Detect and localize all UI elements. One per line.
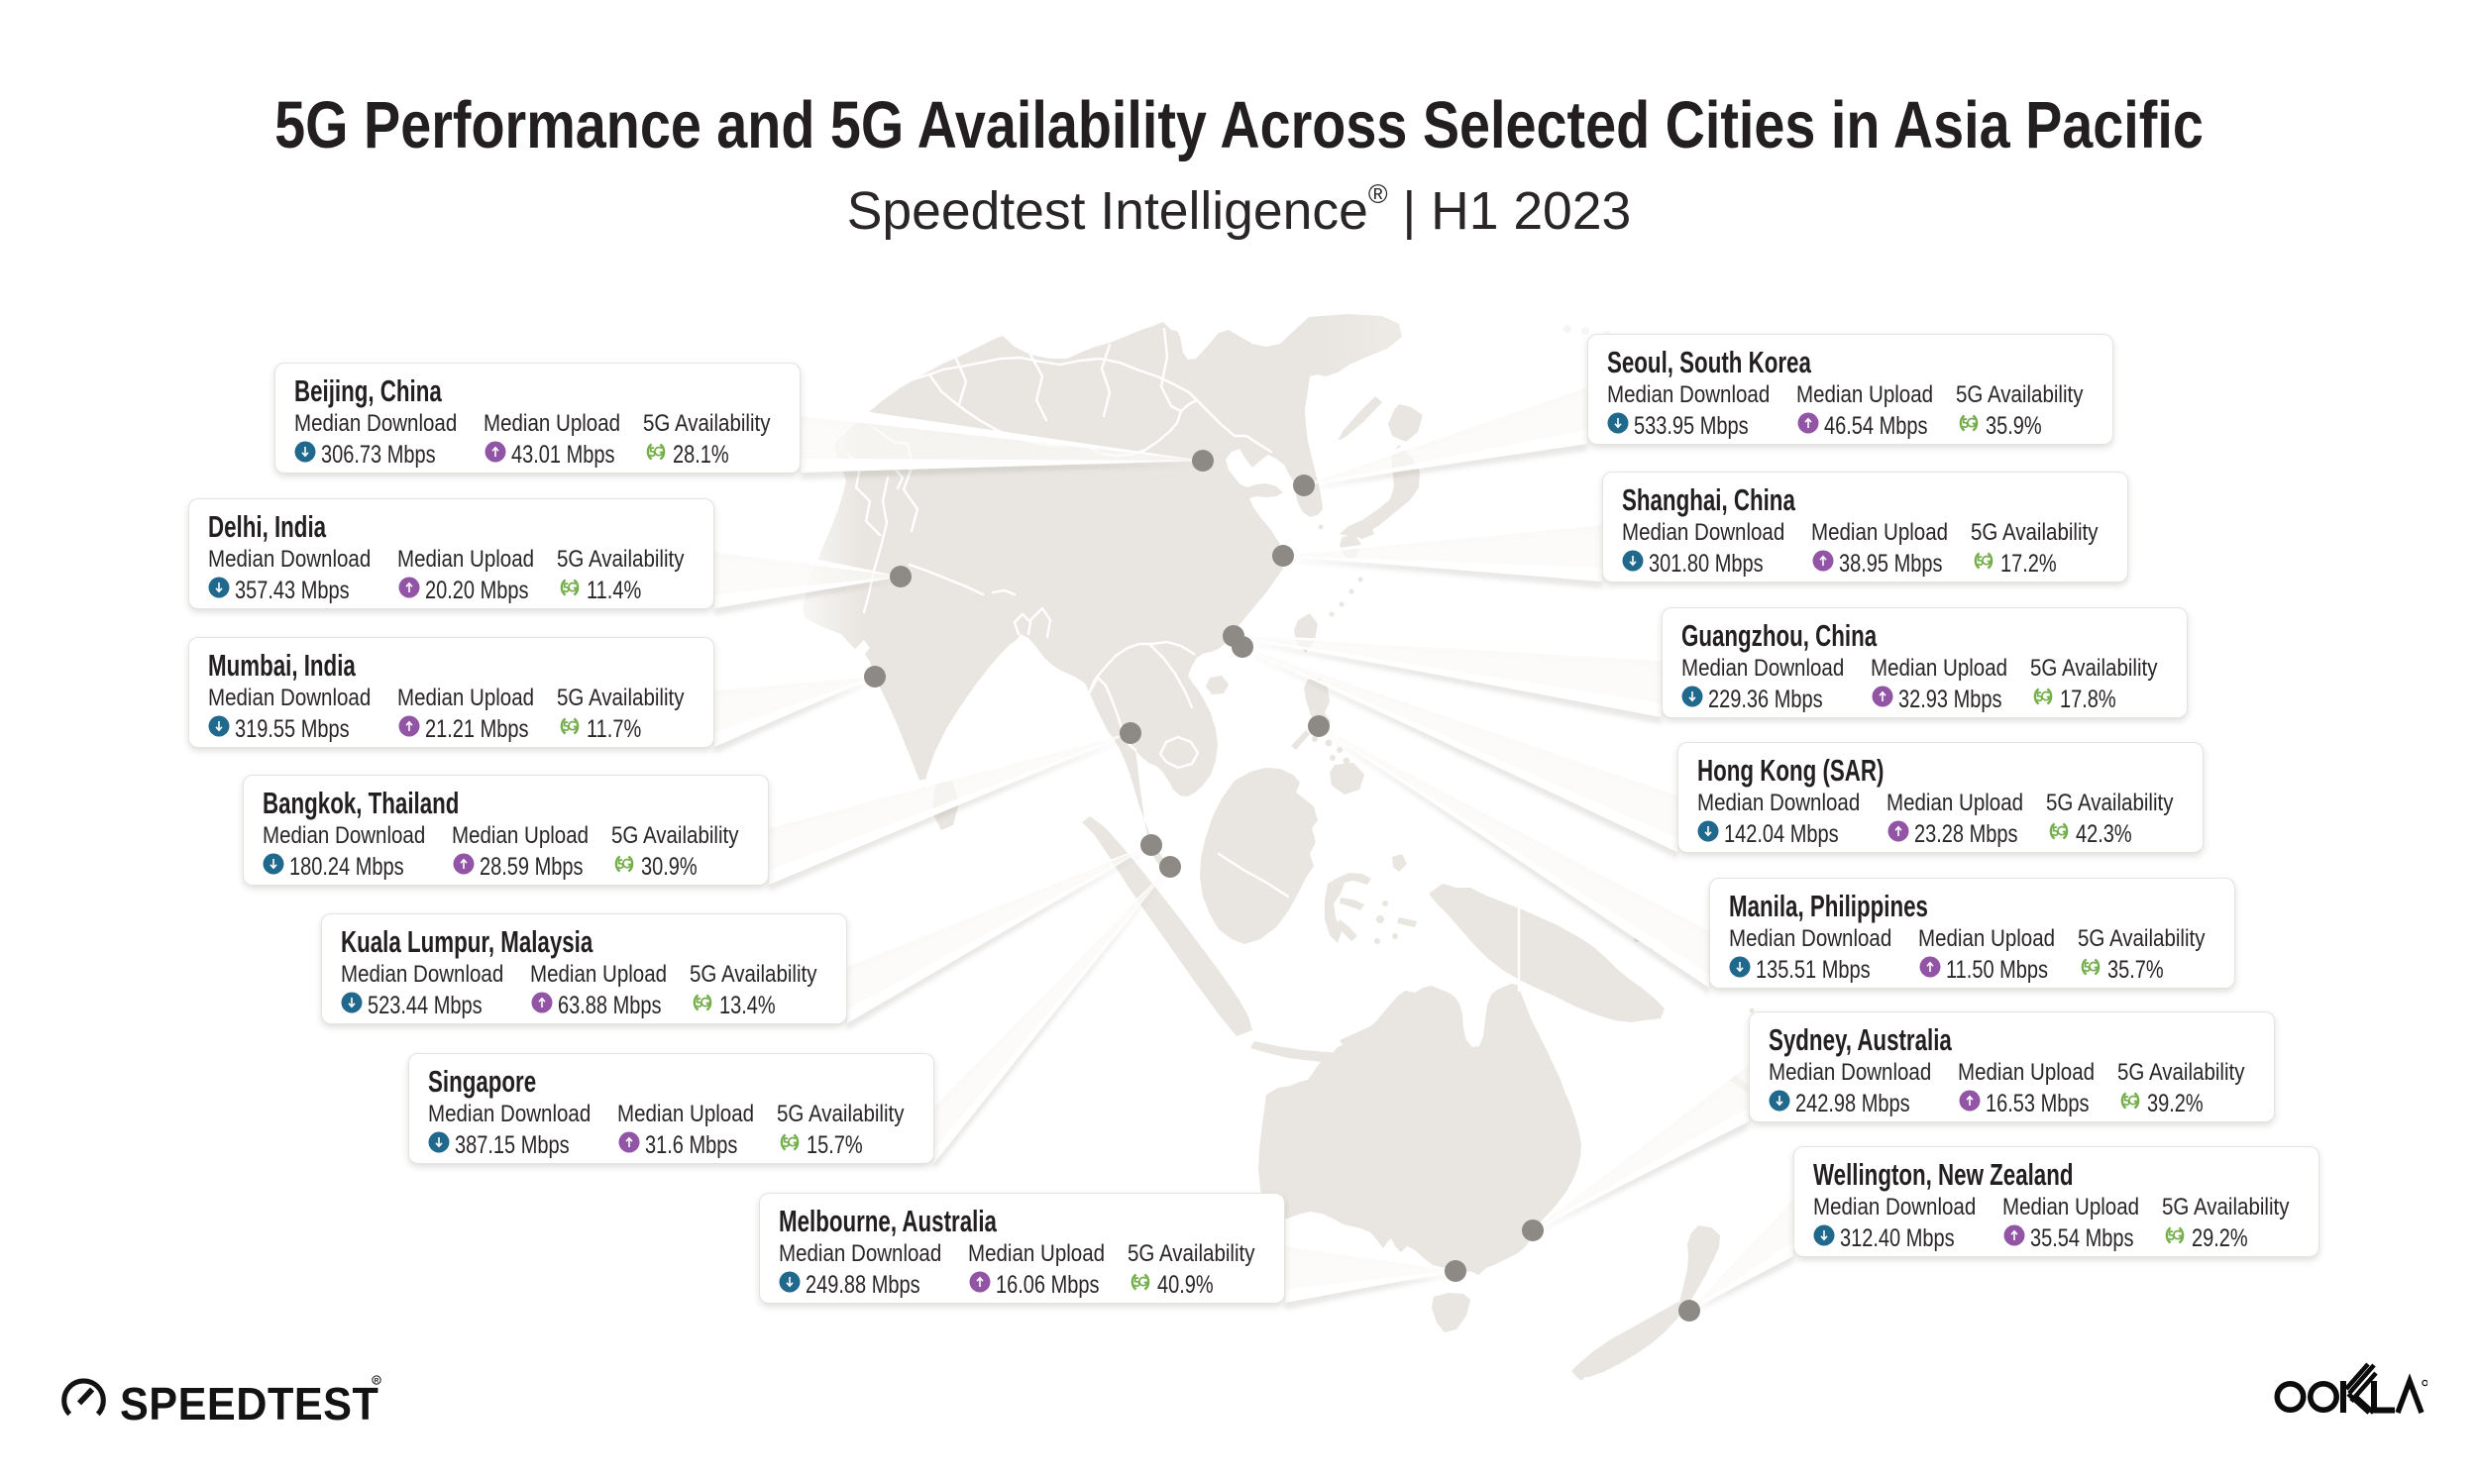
svg-text:R: R [375, 1377, 379, 1384]
